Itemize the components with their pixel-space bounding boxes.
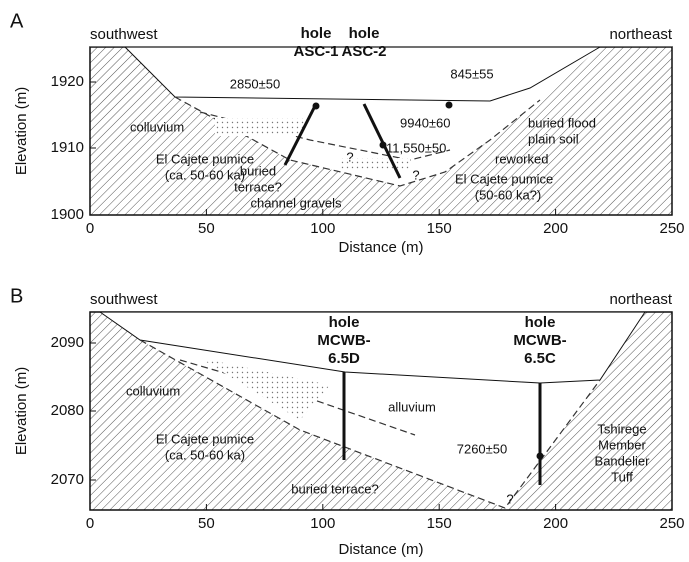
x-tick-label: 250 xyxy=(659,220,684,237)
pumice xyxy=(215,118,305,136)
panel-a xyxy=(89,46,673,216)
annotation: ? xyxy=(412,167,419,182)
annotation: Tuff xyxy=(611,469,633,484)
hole-line xyxy=(283,103,318,166)
x-tick-label: 200 xyxy=(543,515,568,532)
side-label: northeast xyxy=(609,291,672,308)
panel-letter: B xyxy=(10,285,23,307)
x-tick-label: 150 xyxy=(427,515,452,532)
side-label: southwest xyxy=(90,26,158,43)
colluvium-fill xyxy=(200,358,330,420)
side-label: southwest xyxy=(90,291,158,308)
hole-label: 6.5D xyxy=(328,350,360,367)
x-tick-label: 200 xyxy=(543,220,568,237)
hole-label: hole xyxy=(329,314,360,331)
annotation: Bandelier xyxy=(595,453,651,468)
annotation: 9940±60 xyxy=(400,115,451,130)
hole-label: MCWB- xyxy=(317,332,370,349)
fill-base xyxy=(174,96,541,187)
hole-label: MCWB- xyxy=(513,332,566,349)
air xyxy=(100,312,645,383)
y-axis-label: Elevation (m) xyxy=(13,367,30,455)
x-tick-label: 50 xyxy=(198,515,215,532)
annotation: El Cajete pumice xyxy=(156,151,254,166)
y-tick-label: 2080 xyxy=(51,402,84,419)
annotation: El Cajete pumice xyxy=(156,431,254,446)
y-tick-label: 2090 xyxy=(51,334,84,351)
annotation: buried terrace? xyxy=(291,481,378,496)
panel-b xyxy=(89,311,673,511)
hole-line xyxy=(362,103,402,179)
annotation: 11,550±50 xyxy=(386,140,446,155)
hole-label: ASC-2 xyxy=(341,43,386,60)
annotation: colluvium xyxy=(130,119,184,134)
x-tick-label: 100 xyxy=(310,515,335,532)
y-axis-label: Elevation (m) xyxy=(13,87,30,175)
annotation: El Cajete pumice xyxy=(455,171,553,186)
panel-letter: A xyxy=(10,10,24,32)
side-label: northeast xyxy=(609,26,672,43)
valley-fill xyxy=(125,47,600,186)
annotation: buried flood xyxy=(528,115,596,130)
x-tick-label: 50 xyxy=(198,220,215,237)
annotation: (ca. 50-60 ka) xyxy=(165,167,245,182)
hole-label: 6.5C xyxy=(524,350,556,367)
annotation: ? xyxy=(506,491,513,506)
annotation: channel gravels xyxy=(250,195,342,210)
y-tick-label: 1910 xyxy=(51,139,84,156)
annotation: plain soil xyxy=(528,131,579,146)
hole-label: hole xyxy=(349,25,380,42)
x-axis-label: Distance (m) xyxy=(338,239,423,256)
annotation: terrace? xyxy=(234,179,282,194)
annotation: reworked xyxy=(495,151,548,166)
annotation: 2850±50 xyxy=(230,76,281,91)
annotation: (ca. 50-60 ka) xyxy=(165,447,245,462)
land-surface xyxy=(124,46,601,102)
annotation: 7260±50 xyxy=(457,441,508,456)
annotation: Member xyxy=(598,437,646,452)
land-surface xyxy=(99,311,646,384)
x-tick-label: 100 xyxy=(310,220,335,237)
fill-base xyxy=(139,339,601,509)
x-tick-label: 0 xyxy=(86,515,94,532)
annotation: ? xyxy=(346,149,353,164)
y-tick-label: 1900 xyxy=(51,206,84,223)
x-axis-label: Distance (m) xyxy=(338,541,423,558)
x-tick-label: 150 xyxy=(427,220,452,237)
hole-label: hole xyxy=(301,25,332,42)
hole-label: hole xyxy=(525,314,556,331)
hole-label: ASC-1 xyxy=(293,43,338,60)
y-tick-label: 1920 xyxy=(51,73,84,90)
annotation: (50-60 ka?) xyxy=(475,187,541,202)
annotation: buried xyxy=(240,163,276,178)
x-tick-label: 0 xyxy=(86,220,94,237)
annotation: 845±55 xyxy=(450,66,493,81)
annotation: colluvium xyxy=(126,383,180,398)
y-tick-label: 2070 xyxy=(51,471,84,488)
annotation: alluvium xyxy=(388,399,436,414)
annotation: Tshirege xyxy=(597,421,646,436)
x-tick-label: 250 xyxy=(659,515,684,532)
